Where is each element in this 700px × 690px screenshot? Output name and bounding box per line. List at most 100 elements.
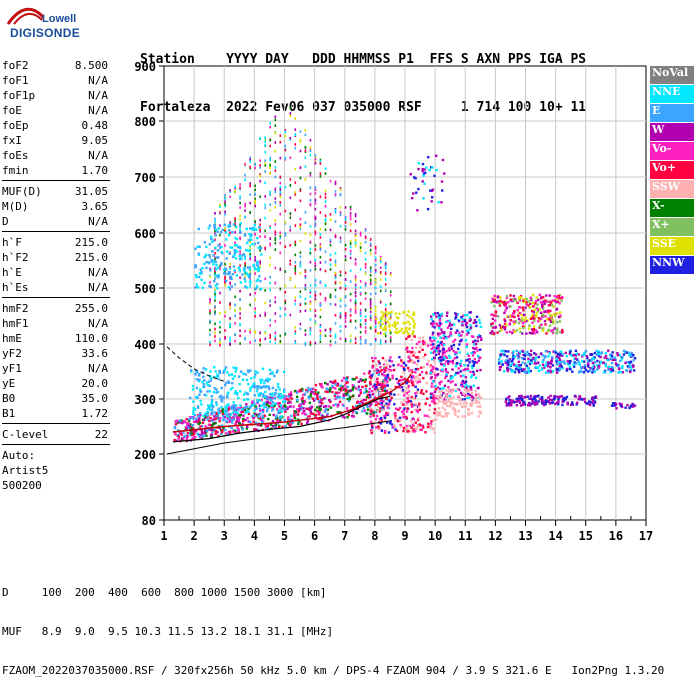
echo-point bbox=[559, 314, 562, 317]
echo-point bbox=[384, 404, 387, 407]
echo-point bbox=[204, 414, 207, 417]
echo-point bbox=[429, 426, 432, 429]
echo-point bbox=[429, 371, 432, 375]
echo-point bbox=[417, 167, 420, 171]
echo-point bbox=[349, 214, 352, 218]
echo-point bbox=[190, 369, 193, 372]
echo-point bbox=[299, 130, 302, 133]
echo-point bbox=[445, 320, 448, 324]
echo-point bbox=[503, 301, 506, 304]
echo-point bbox=[551, 401, 555, 404]
echo-point bbox=[474, 376, 478, 379]
echo-point bbox=[375, 426, 378, 429]
echo-point bbox=[227, 380, 230, 383]
echo-point bbox=[519, 350, 522, 353]
echo-point bbox=[438, 382, 442, 386]
echo-point bbox=[584, 349, 588, 353]
echo-point bbox=[259, 173, 261, 176]
echo-point bbox=[505, 331, 508, 334]
echo-point bbox=[324, 214, 327, 217]
echo-point bbox=[299, 290, 302, 293]
echo-point bbox=[325, 407, 328, 411]
echo-point bbox=[604, 371, 607, 374]
echo-point bbox=[274, 166, 277, 169]
echo-point bbox=[301, 396, 304, 400]
echo-point bbox=[228, 225, 232, 228]
echo-point bbox=[373, 388, 377, 391]
echo-point bbox=[532, 305, 535, 308]
echo-point bbox=[398, 406, 402, 410]
echo-point bbox=[354, 283, 357, 287]
echo-point bbox=[344, 317, 347, 320]
echo-point bbox=[548, 402, 552, 405]
echo-point bbox=[593, 351, 597, 355]
echo-point bbox=[548, 310, 551, 313]
param-divider bbox=[2, 423, 110, 424]
echo-point bbox=[542, 358, 545, 361]
echo-point bbox=[472, 340, 475, 344]
echo-point bbox=[305, 390, 309, 393]
echo-point bbox=[423, 168, 426, 171]
echo-point bbox=[249, 211, 251, 214]
echo-point bbox=[405, 403, 409, 406]
echo-point bbox=[564, 397, 567, 400]
echo-point bbox=[227, 271, 231, 274]
echo-point bbox=[436, 350, 440, 353]
echo-point bbox=[336, 411, 339, 414]
echo-point bbox=[511, 357, 515, 361]
echo-point bbox=[214, 234, 217, 237]
echo-point bbox=[329, 258, 332, 261]
echo-point bbox=[302, 393, 305, 396]
echo-point bbox=[309, 225, 312, 228]
echo-point bbox=[543, 356, 547, 359]
echo-point bbox=[378, 383, 381, 386]
echo-point bbox=[412, 422, 416, 425]
echo-point bbox=[181, 421, 184, 425]
echo-point bbox=[326, 390, 329, 394]
echo-point bbox=[239, 323, 241, 327]
echo-point bbox=[470, 352, 473, 355]
echo-point bbox=[239, 342, 241, 345]
echo-point bbox=[235, 431, 238, 434]
echo-point bbox=[508, 398, 511, 402]
echo-point bbox=[503, 322, 507, 326]
echo-point bbox=[518, 364, 521, 367]
echo-point bbox=[557, 396, 561, 399]
echo-point bbox=[290, 418, 294, 422]
echo-point bbox=[284, 156, 287, 160]
echo-point bbox=[430, 351, 433, 354]
echo-point bbox=[517, 370, 521, 373]
echo-point bbox=[219, 311, 221, 315]
echo-point bbox=[369, 318, 372, 321]
echo-point bbox=[507, 401, 511, 404]
echo-point bbox=[417, 162, 420, 165]
echo-point bbox=[593, 396, 596, 399]
echo-point bbox=[513, 355, 517, 358]
echo-point bbox=[244, 337, 246, 341]
echo-point bbox=[301, 402, 304, 405]
echo-point bbox=[233, 429, 237, 433]
echo-point bbox=[208, 243, 211, 246]
echo-point bbox=[244, 262, 246, 265]
echo-point bbox=[237, 418, 240, 422]
echo-point bbox=[249, 255, 251, 258]
echo-point bbox=[239, 270, 241, 273]
echo-point bbox=[494, 311, 497, 314]
echo-point bbox=[263, 414, 266, 417]
echo-point bbox=[593, 366, 596, 369]
echo-point bbox=[269, 288, 271, 292]
echo-point bbox=[239, 228, 241, 231]
echo-point bbox=[515, 366, 518, 369]
echo-point bbox=[629, 368, 633, 372]
echo-point bbox=[557, 315, 561, 319]
echo-point bbox=[245, 427, 249, 430]
echo-point bbox=[239, 183, 241, 186]
echo-point bbox=[316, 418, 319, 421]
echo-point bbox=[224, 337, 226, 340]
echo-point bbox=[369, 277, 372, 281]
echo-point bbox=[432, 343, 435, 346]
echo-point bbox=[238, 422, 241, 425]
echo-point bbox=[398, 356, 401, 359]
echo-point bbox=[192, 420, 196, 423]
echo-point bbox=[436, 386, 440, 389]
